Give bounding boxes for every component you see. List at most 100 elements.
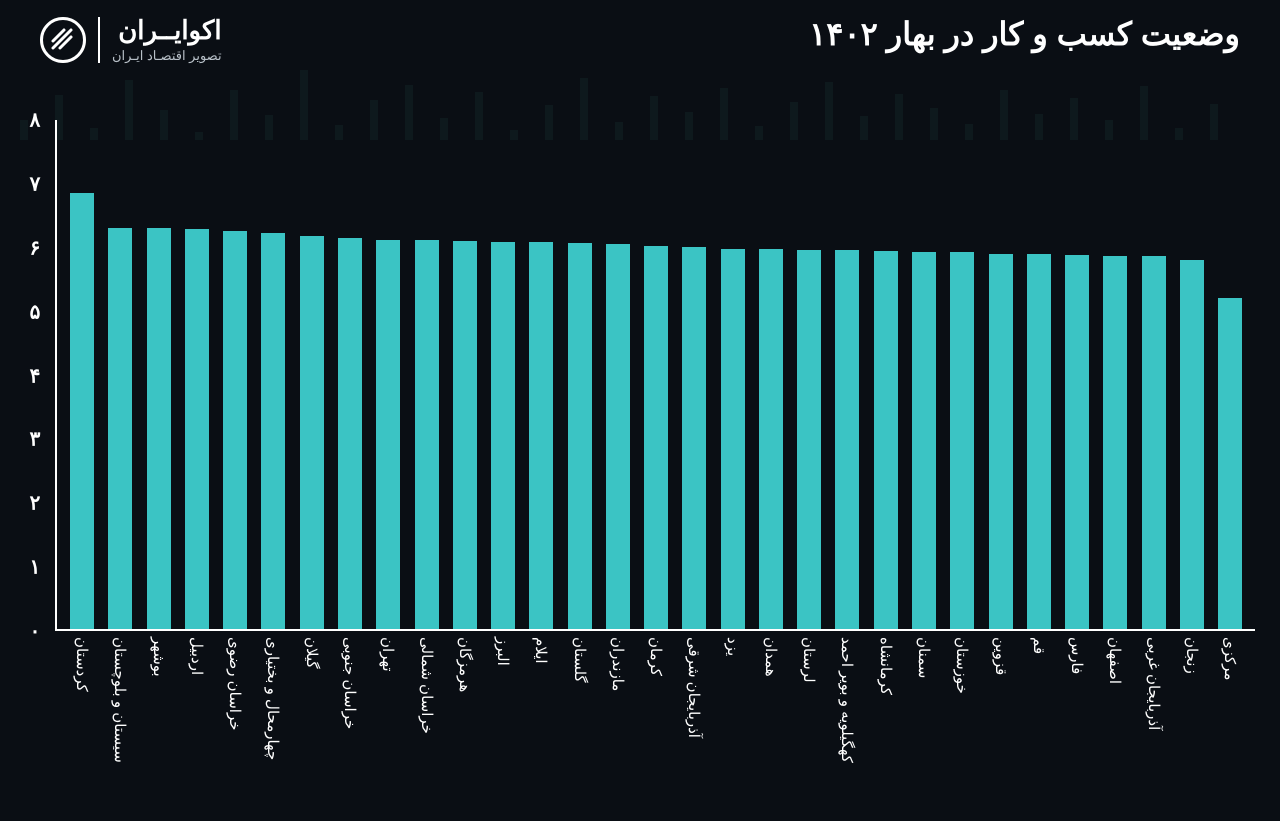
bar-slot	[867, 120, 905, 629]
x-tick-label: کردستان	[73, 637, 91, 692]
bar-slot	[1134, 120, 1172, 629]
bar	[989, 254, 1013, 629]
x-tick-label: گیلان	[303, 637, 321, 669]
bar-slot	[1096, 120, 1134, 629]
bar-slot	[714, 120, 752, 629]
bar	[1065, 255, 1089, 629]
bar	[682, 247, 706, 629]
bar	[108, 228, 132, 629]
x-tick-label: مرکزی	[1221, 637, 1239, 680]
bar	[950, 252, 974, 629]
bar	[912, 252, 936, 629]
bar	[300, 236, 324, 629]
x-tick-label: آذربایجان غربی	[1145, 637, 1163, 730]
x-tick-label: لرستان	[800, 637, 818, 683]
bar-slot	[905, 120, 943, 629]
logo-icon	[40, 17, 86, 63]
x-tick-label: سیستان و بلوچستان	[111, 637, 129, 763]
x-tick-label: کرمانشاه	[877, 637, 895, 695]
bar	[147, 228, 171, 629]
plot-area: کردستانسیستان و بلوچستانبوشهراردبیلخراسا…	[55, 120, 1255, 631]
logo-text-main: اکوایــران	[112, 15, 222, 46]
bar-slot	[1058, 120, 1096, 629]
x-tick-label: خراسان شمالی	[418, 637, 436, 734]
logo-text-sub: تصویر اقتصـاد ایـران	[112, 48, 222, 64]
bar-slot	[446, 120, 484, 629]
x-tick-label: تهران	[379, 637, 397, 672]
x-tick-label: خراسان رضوی	[226, 637, 244, 731]
bar-slot	[216, 120, 254, 629]
logo-divider	[98, 17, 100, 63]
bar	[1103, 256, 1127, 629]
bar	[185, 229, 209, 629]
x-tick-label: خوزستان	[953, 637, 971, 694]
x-tick-label: زنجان	[1183, 637, 1201, 674]
y-tick-label: ۴	[20, 363, 50, 388]
bar	[835, 250, 859, 629]
x-tick-label: کهگیلویه و بویر احمد	[838, 637, 856, 763]
bar-slot	[1173, 120, 1211, 629]
bar-slot	[140, 120, 178, 629]
y-tick-label: ۲	[20, 491, 50, 516]
y-tick-label: ۱	[20, 555, 50, 580]
x-tick-label: آذربایجان شرقی	[685, 637, 703, 738]
y-tick-label: ۵	[20, 299, 50, 324]
bar	[529, 242, 553, 629]
bar	[644, 246, 668, 629]
bar	[338, 238, 362, 629]
bar	[797, 250, 821, 629]
bar	[568, 243, 592, 629]
y-tick-label: ۳	[20, 427, 50, 452]
x-tick-label: چهارمحال و بختیاری	[264, 637, 282, 760]
bar-slot	[101, 120, 139, 629]
x-tick-label: مازندران	[609, 637, 627, 691]
chart: ۰۱۲۳۴۵۶۷۸ کردستانسیستان و بلوچستانبوشهرا…	[55, 120, 1255, 631]
x-tick-label: بوشهر	[150, 637, 168, 677]
bar-slot	[981, 120, 1019, 629]
bar	[1027, 254, 1051, 629]
bar-slot	[63, 120, 101, 629]
x-axis-labels: کردستان سیستان و بلوچستان بوشهر اردبیل خراسا…	[57, 637, 1255, 817]
bar-slot	[522, 120, 560, 629]
bar-slot	[1211, 120, 1249, 629]
bar	[1180, 260, 1204, 629]
x-tick-label: اصفهان	[1106, 637, 1124, 684]
brand-logo: اکوایــران تصویر اقتصـاد ایـران	[40, 15, 222, 64]
x-tick-label: گلستان	[571, 637, 589, 683]
x-tick-label: ایلام	[532, 637, 550, 664]
x-tick-label: هرمزگان	[456, 637, 474, 692]
bar	[453, 241, 477, 629]
bar-slot	[560, 120, 598, 629]
y-tick-label: ۶	[20, 235, 50, 260]
x-tick-label: اردبیل	[188, 637, 206, 675]
bar-slot	[943, 120, 981, 629]
x-tick-label: قزوین	[992, 637, 1010, 675]
y-tick-label: ۷	[20, 171, 50, 196]
bar	[376, 240, 400, 629]
bar-slot	[369, 120, 407, 629]
x-tick-label: کرمان	[647, 637, 665, 676]
bar-slot	[1020, 120, 1058, 629]
header: وضعیت کسب و کار در بهار ۱۴۰۲ اکوایــران …	[0, 15, 1280, 64]
bar	[261, 233, 285, 629]
bar	[606, 244, 630, 629]
bar-slot	[178, 120, 216, 629]
bar-slot	[331, 120, 369, 629]
bar	[491, 242, 515, 629]
bar	[874, 251, 898, 629]
bar-slot	[293, 120, 331, 629]
bar-slot	[254, 120, 292, 629]
x-tick-label: همدان	[762, 637, 780, 677]
bar	[721, 249, 745, 629]
bar	[415, 240, 439, 629]
y-tick-label: ۰	[20, 619, 50, 644]
bar-slot	[484, 120, 522, 629]
bar	[759, 249, 783, 629]
x-tick-label: سمنان	[915, 637, 933, 678]
bar-slot	[828, 120, 866, 629]
bar-slot	[599, 120, 637, 629]
y-axis: ۰۱۲۳۴۵۶۷۸	[20, 120, 50, 631]
bar-slot	[752, 120, 790, 629]
x-tick-label: قم	[1030, 637, 1048, 654]
bar	[1218, 298, 1242, 629]
